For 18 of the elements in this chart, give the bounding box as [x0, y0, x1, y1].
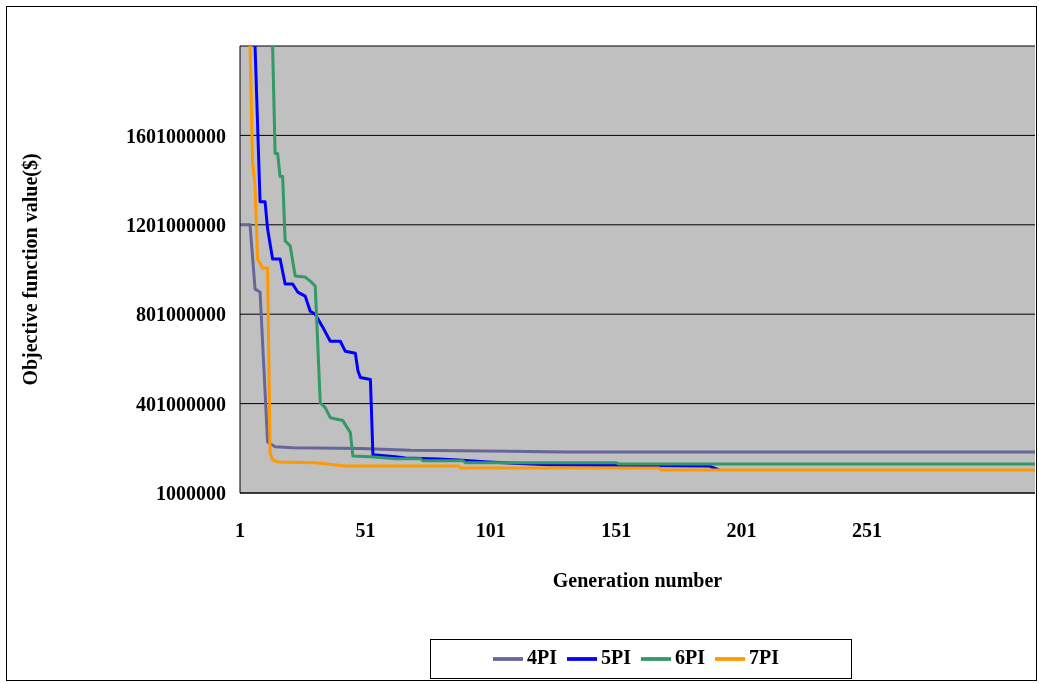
x-tick-label: 1	[235, 519, 245, 542]
y-tick-label: 401000000	[136, 392, 226, 415]
x-tick-label: 251	[851, 519, 882, 542]
line-series	[240, 223, 1035, 454]
y-tick-label: 1601000000	[126, 124, 226, 147]
legend-label: 6PI	[675, 645, 705, 668]
x-tick-label: 201	[726, 519, 757, 542]
legend-label: 7PI	[749, 645, 779, 668]
y-axis-title: Objective function value($)	[19, 153, 43, 386]
legend-label: 5PI	[601, 645, 631, 668]
x-axis-title: Generation number	[552, 569, 723, 592]
x-tick-label: 51	[355, 519, 376, 542]
x-tick-label: 101	[475, 519, 506, 542]
y-tick-label: 801000000	[136, 303, 226, 326]
y-tick-label: 1000000	[156, 482, 226, 505]
x-tick-label: 151	[601, 519, 632, 542]
y-tick-label: 1201000000	[126, 213, 226, 236]
legend-label: 4PI	[527, 645, 557, 668]
